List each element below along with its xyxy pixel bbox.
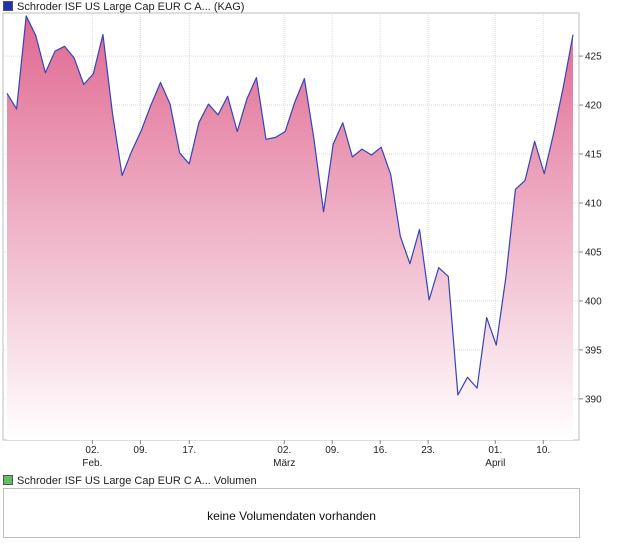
x-tick-label: 01. <box>488 445 502 456</box>
x-tick-label: 02. <box>277 445 291 456</box>
price-area-fill <box>7 15 573 440</box>
price-series-line <box>6 15 574 396</box>
price-legend: Schroder ISF US Large Cap EUR C A... (KA… <box>3 0 244 14</box>
y-tick-label: 390 <box>585 394 602 405</box>
x-tick-label: 10. <box>536 445 550 456</box>
y-tick-label: 400 <box>585 296 602 307</box>
no-volume-message: keine Volumendaten vorhanden <box>207 509 376 523</box>
x-tick-label: 17. <box>182 445 196 456</box>
x-axis-ticks: 02. 09. 17. 02. 09. 16. 23. 01. 10. Feb. März April <box>82 440 550 469</box>
y-tick-label: 420 <box>585 101 602 112</box>
price-legend-swatch <box>3 1 13 11</box>
x-tick-label: 16. <box>373 445 387 456</box>
x-tick-label: 23. <box>421 445 435 456</box>
volume-legend-label: Schroder ISF US Large Cap EUR C A... Vol… <box>17 475 257 487</box>
price-legend-label: Schroder ISF US Large Cap EUR C A... (KA… <box>17 1 245 13</box>
x-tick-label: 02. <box>85 445 99 456</box>
y-tick-label: 415 <box>585 150 602 161</box>
y-tick-label: 425 <box>585 52 602 63</box>
y-tick-label: 405 <box>585 247 602 258</box>
x-tick-label: 09. <box>325 445 339 456</box>
price-chart: 390 395 400 405 410 415 420 425 02. 09. 17. 02. 09.… <box>2 12 602 469</box>
volume-legend-swatch <box>3 475 13 485</box>
y-tick-label: 410 <box>585 198 602 209</box>
x-month-label: März <box>273 458 295 469</box>
x-tick-label: 09. <box>133 445 147 456</box>
y-axis-ticks: 390 395 400 405 410 415 420 425 <box>579 52 602 405</box>
volume-legend: Schroder ISF US Large Cap EUR C A... Vol… <box>3 474 257 488</box>
x-month-label: April <box>485 458 505 469</box>
x-month-label: Feb. <box>82 458 102 469</box>
volume-panel: keine Volumendaten vorhanden <box>3 488 580 538</box>
y-tick-label: 395 <box>585 345 602 356</box>
